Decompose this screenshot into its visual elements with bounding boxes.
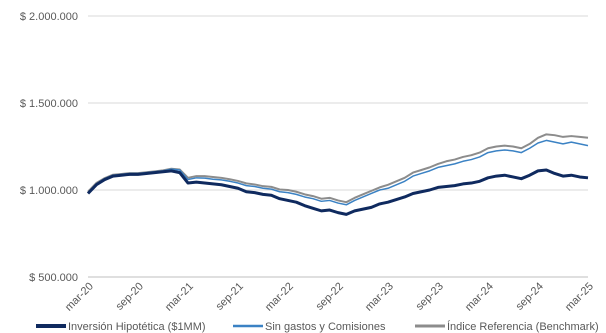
series-lines [86,133,589,216]
x-tick: sep-24 [514,280,546,312]
x-tick-label: mar-22 [263,280,296,313]
x-tick-label: mar-24 [463,280,496,313]
legend-label: Índice Referencia (Benchmark) [447,320,599,333]
x-tick: mar-24 [463,280,496,313]
series-line [86,168,589,216]
legend-item: Índice Referencia (Benchmark) [415,320,599,333]
x-tick-label: mar-20 [63,280,96,313]
y-tick-label: $ 2.000.000 [20,11,78,23]
series-line [87,133,589,204]
x-tick: sep-21 [214,280,246,312]
x-tick-label: sep-23 [414,280,446,312]
legend: Inversión Hipotética ($1MM) Sin gastos y … [36,320,599,333]
legend-item: Sin gastos y Comisiones [233,321,386,333]
x-tick-label: mar-23 [363,280,396,313]
x-tick-label: sep-21 [214,280,246,312]
y-tick-label: $ 1.500.000 [20,98,78,110]
y-tick-label: $ 1.000.000 [20,185,78,197]
x-tick: mar-22 [263,280,296,313]
legend-item: Inversión Hipotética ($1MM) [36,321,206,333]
x-tick: sep-22 [314,280,346,312]
x-tick: mar-25 [563,280,596,313]
x-axis-ticks: mar-20 sep-20 mar-21 sep-21 mar-22 sep-22 mar-… [63,280,596,313]
x-tick: sep-23 [414,280,446,312]
y-axis-ticks: $ 500.000 $ 1.000.000 $ 1.500.000 $ 2.000.0… [20,11,78,284]
x-tick: mar-23 [363,280,396,313]
y-tick-label: $ 500.000 [29,272,78,284]
x-tick: mar-21 [163,280,196,313]
x-tick-label: mar-21 [163,280,196,313]
x-tick-label: mar-25 [563,280,596,313]
legend-label: Inversión Hipotética ($1MM) [68,321,206,333]
gridlines [88,15,588,191]
legend-label: Sin gastos y Comisiones [265,321,386,333]
x-tick: sep-20 [114,280,146,312]
x-tick-label: sep-20 [114,280,146,312]
x-tick-label: sep-22 [314,280,346,312]
x-tick: mar-20 [63,280,96,313]
x-tick-label: sep-24 [514,280,546,312]
